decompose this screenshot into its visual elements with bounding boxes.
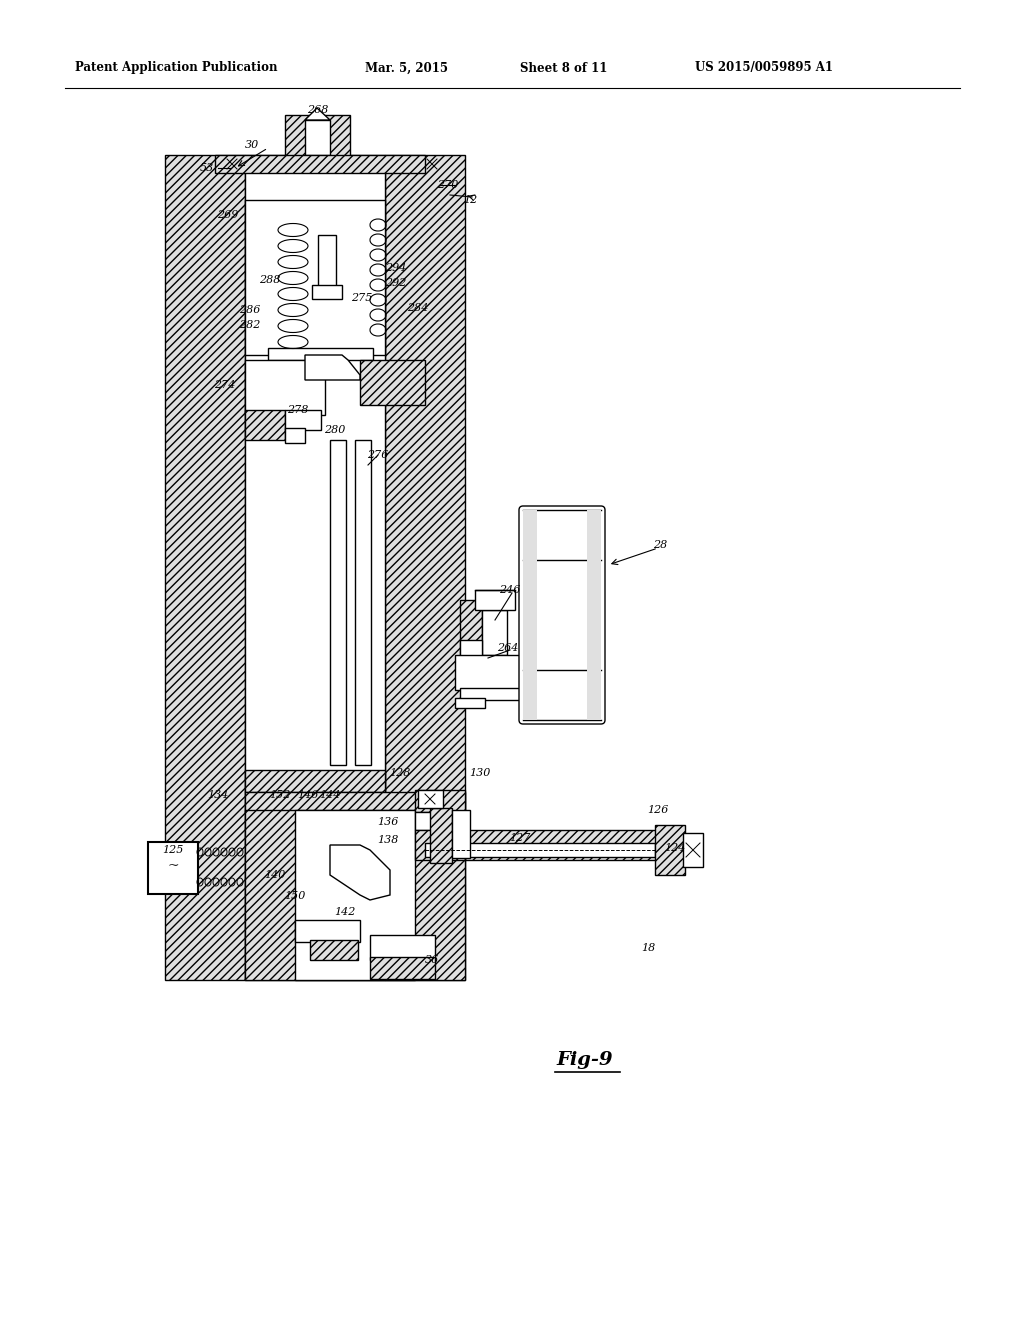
Bar (245, 154, 385, 979)
Bar (415, 789, 465, 812)
Text: ~: ~ (167, 859, 179, 873)
Text: 124: 124 (665, 843, 686, 853)
Text: 268: 268 (307, 106, 329, 115)
Text: 18: 18 (641, 942, 655, 953)
Text: 294: 294 (385, 263, 407, 273)
Bar (165, 154, 245, 979)
Text: 270: 270 (437, 180, 459, 190)
Text: 246: 246 (500, 585, 520, 595)
Bar (330, 440, 346, 766)
Bar (655, 825, 685, 875)
Bar (460, 601, 482, 665)
Bar (452, 810, 470, 858)
Text: 144: 144 (319, 789, 341, 800)
Bar (455, 698, 485, 708)
FancyBboxPatch shape (519, 506, 605, 723)
Text: 269: 269 (217, 210, 239, 220)
Polygon shape (305, 355, 360, 380)
Text: 275: 275 (351, 293, 373, 304)
Text: 284: 284 (408, 304, 429, 313)
Bar (385, 154, 465, 979)
Text: 125: 125 (163, 845, 183, 855)
Text: 126: 126 (647, 805, 669, 814)
Text: 276: 276 (368, 450, 389, 459)
Bar (360, 360, 425, 405)
Text: 130: 130 (469, 768, 490, 777)
Text: 12: 12 (463, 195, 477, 205)
Bar (310, 940, 358, 960)
Bar (418, 789, 443, 808)
Text: 134: 134 (207, 789, 228, 800)
Bar (430, 808, 452, 863)
Bar (460, 688, 522, 700)
Bar (245, 770, 385, 792)
Text: Sheet 8 of 11: Sheet 8 of 11 (520, 62, 607, 74)
Bar (285, 115, 350, 160)
Text: 282: 282 (240, 319, 261, 330)
Bar (268, 348, 373, 360)
Bar (587, 510, 601, 719)
Text: 152: 152 (269, 789, 291, 800)
Bar (415, 812, 465, 830)
Text: 128: 128 (389, 768, 411, 777)
Text: 36: 36 (425, 954, 439, 965)
Bar (245, 360, 325, 414)
Bar (305, 120, 330, 154)
Bar (318, 235, 336, 290)
Polygon shape (305, 108, 330, 120)
Bar (295, 920, 360, 942)
Text: 278: 278 (288, 405, 308, 414)
Text: 28: 28 (653, 540, 667, 550)
Text: 288: 288 (259, 275, 281, 285)
Text: 138: 138 (377, 836, 398, 845)
Text: 292: 292 (385, 279, 407, 288)
Bar (245, 810, 465, 979)
Bar (370, 935, 435, 960)
Bar (425, 843, 655, 857)
Bar (285, 428, 305, 444)
Text: Patent Application Publication: Patent Application Publication (75, 62, 278, 74)
Polygon shape (330, 845, 390, 900)
Text: 127: 127 (509, 833, 530, 843)
Text: 264: 264 (498, 643, 519, 653)
Text: 136: 136 (377, 817, 398, 828)
Text: 142: 142 (334, 907, 355, 917)
Text: 53: 53 (200, 162, 214, 173)
Bar (415, 830, 665, 861)
Bar (215, 154, 425, 173)
Bar (355, 440, 371, 766)
Text: Fig-9: Fig-9 (557, 1051, 613, 1069)
Bar (295, 810, 415, 979)
Bar (460, 640, 482, 660)
Bar (523, 510, 537, 719)
Bar (370, 957, 435, 979)
Bar (455, 655, 525, 690)
Bar (683, 833, 703, 867)
Bar (148, 842, 198, 894)
Text: 150: 150 (285, 891, 306, 902)
Bar (312, 285, 342, 300)
Text: US 2015/0059895 A1: US 2015/0059895 A1 (695, 62, 833, 74)
Text: 30: 30 (245, 140, 259, 150)
Bar (245, 201, 385, 355)
Bar (245, 792, 465, 812)
Bar (475, 590, 515, 610)
Bar (482, 610, 507, 655)
Text: 140: 140 (264, 870, 286, 880)
Text: Mar. 5, 2015: Mar. 5, 2015 (365, 62, 449, 74)
Text: 286: 286 (240, 305, 261, 315)
Text: 274: 274 (214, 380, 236, 389)
Text: 146: 146 (297, 789, 318, 800)
Text: 280: 280 (325, 425, 346, 436)
Bar (245, 411, 285, 440)
Bar (285, 411, 321, 430)
